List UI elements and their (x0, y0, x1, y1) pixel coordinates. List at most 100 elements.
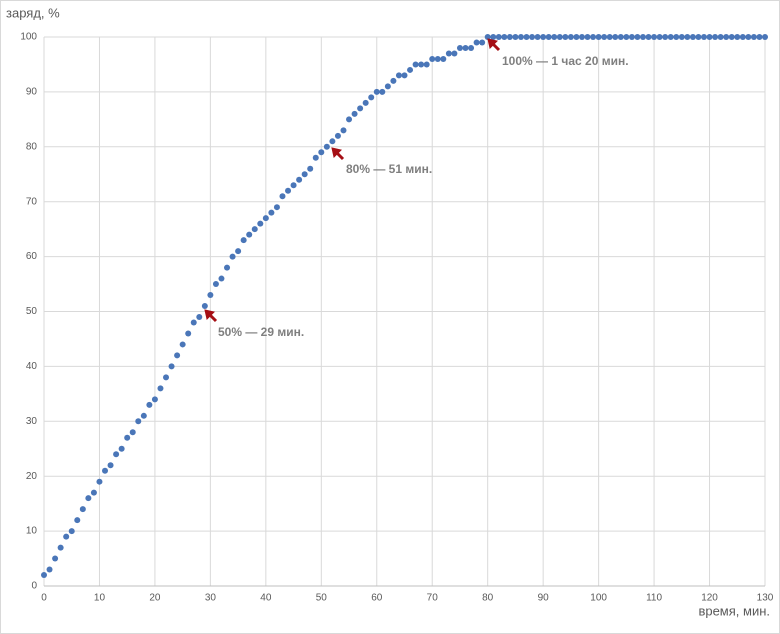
point (168, 363, 175, 370)
point (174, 352, 181, 359)
point (695, 34, 702, 40)
x-tick-label: 90 (538, 593, 550, 604)
point (506, 34, 513, 40)
point (562, 34, 569, 40)
point (529, 34, 536, 40)
point (312, 154, 319, 161)
point (717, 34, 724, 40)
point (445, 50, 452, 57)
point (279, 193, 286, 200)
point (662, 34, 669, 40)
point (201, 303, 208, 310)
point (107, 462, 114, 469)
annotation: 50% — 29 мин. (218, 325, 304, 339)
point (401, 72, 408, 79)
point (700, 34, 707, 40)
y-tick-label: 20 (26, 471, 38, 482)
point (207, 292, 214, 299)
point (456, 44, 463, 51)
point (262, 215, 269, 222)
point (52, 555, 59, 562)
y-tick-label: 30 (26, 416, 38, 427)
point (79, 506, 86, 513)
point (490, 34, 497, 40)
point (645, 34, 652, 40)
point (285, 187, 292, 194)
x-tick-label: 0 (41, 593, 47, 604)
y-tick-label: 40 (26, 361, 38, 372)
arrow-head (204, 309, 215, 320)
point (351, 110, 358, 117)
point (712, 34, 719, 40)
point (146, 401, 153, 408)
point (268, 209, 275, 216)
x-tick-label: 50 (316, 593, 328, 604)
point (135, 418, 142, 425)
point (57, 544, 64, 551)
point (723, 34, 730, 40)
point (301, 171, 308, 178)
point (689, 34, 696, 40)
point (118, 445, 125, 452)
point (484, 34, 491, 40)
point (595, 34, 602, 40)
point (706, 34, 713, 40)
point (462, 44, 469, 51)
point (545, 34, 552, 40)
point (224, 264, 231, 271)
point (684, 34, 691, 40)
x-tick-label: 70 (427, 593, 439, 604)
point (512, 34, 519, 40)
x-tick-label: 60 (371, 593, 383, 604)
annotation: 100% — 1 час 20 мин. (502, 54, 629, 68)
x-tick-label: 130 (757, 593, 774, 604)
y-tick-label: 0 (31, 581, 37, 592)
point (451, 50, 458, 57)
x-tick-label: 110 (646, 593, 662, 604)
y-tick-label: 70 (26, 196, 38, 207)
point (756, 34, 763, 40)
point (739, 34, 746, 40)
point (102, 467, 109, 474)
point (678, 34, 685, 40)
arrows (204, 38, 501, 323)
point (124, 434, 131, 441)
point (318, 149, 325, 156)
point (762, 34, 768, 40)
point (384, 83, 391, 90)
x-tick-label: 20 (149, 593, 161, 604)
x-tick-label: 100 (590, 593, 607, 604)
point (196, 313, 203, 320)
point (473, 39, 480, 46)
point (190, 319, 197, 326)
point (63, 533, 70, 540)
point (113, 451, 120, 458)
point (407, 66, 414, 73)
point (85, 495, 92, 502)
y-tick-label: 60 (26, 251, 38, 262)
point (440, 55, 447, 62)
point (573, 34, 580, 40)
point (429, 55, 436, 62)
point (639, 34, 646, 40)
point (540, 34, 547, 40)
point (307, 165, 314, 172)
y-tick-label: 90 (26, 87, 38, 98)
point (296, 176, 303, 183)
point (273, 204, 280, 211)
x-axis-title: время, мин. (698, 603, 770, 618)
point (578, 34, 585, 40)
point (41, 572, 47, 579)
point (728, 34, 735, 40)
point (90, 489, 97, 496)
point (501, 34, 508, 40)
point (129, 429, 136, 436)
point (346, 116, 353, 123)
point (157, 385, 164, 392)
point (240, 237, 247, 244)
point (340, 127, 347, 134)
point (46, 566, 53, 573)
point (418, 61, 425, 68)
